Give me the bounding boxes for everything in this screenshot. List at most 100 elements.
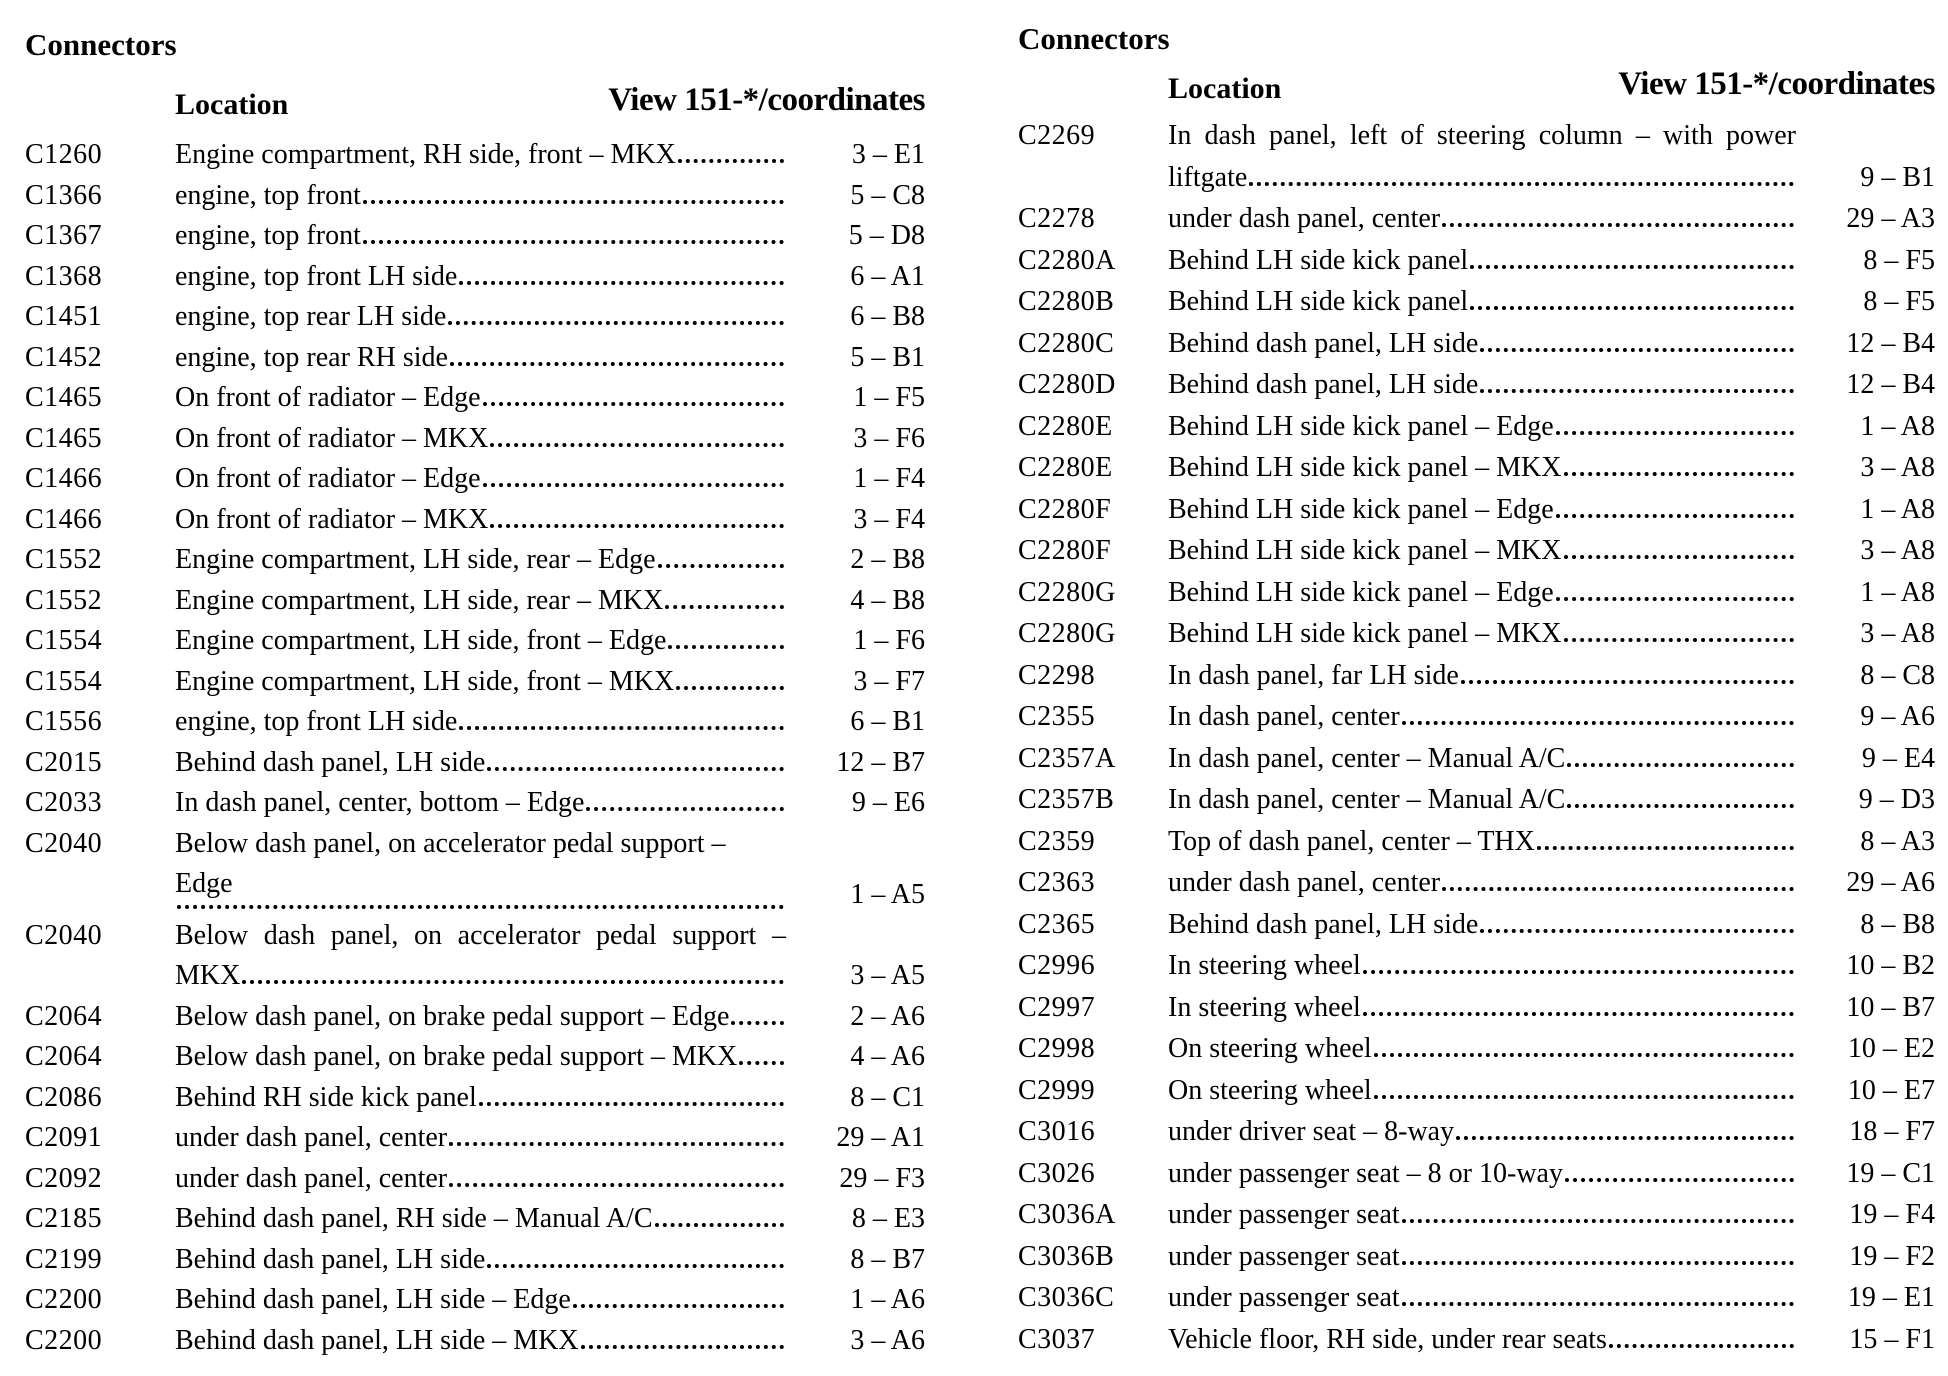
location-text: under dash panel, center	[175, 1122, 448, 1153]
location-text: Behind dash panel, LH side	[175, 1243, 486, 1275]
location-line: under dash panel, center	[175, 1159, 790, 1200]
location-text: In steering wheel	[1168, 950, 1361, 981]
connector-id: C2280E	[1018, 452, 1113, 483]
location-text: under passenger seat – 8 or 10-way	[1168, 1157, 1563, 1189]
location-text: Behind LH side kick panel – MKX	[1168, 618, 1562, 649]
location-line: Behind LH side kick panel – Edge	[1168, 572, 1800, 614]
connector-row: C1465 On front of radiator – Edge 1 – F5	[25, 378, 925, 419]
coordinate-value: 3 – F6	[853, 422, 925, 454]
connector-row: C3036A under passenger seat 19 – F4	[1018, 1194, 1935, 1236]
coordinate-value: 9 – A6	[1860, 701, 1935, 732]
connector-id: C2092	[25, 1162, 103, 1194]
location-text: On front of radiator – Edge	[175, 463, 481, 494]
location-text: Below dash panel, on accelerator pedal s…	[175, 919, 786, 951]
location-text: engine, top front	[175, 179, 361, 211]
location-line: On front of radiator – Edge	[175, 378, 790, 419]
connector-id: C2357A	[1018, 742, 1116, 774]
dot-leader	[1362, 1011, 1794, 1016]
connector-id: C2280F	[1018, 493, 1112, 525]
coordinate-value: 29 – A6	[1846, 867, 1935, 898]
connector-id: C1554	[25, 625, 103, 656]
dot-leader	[482, 483, 784, 487]
coordinate-value: 6 – A1	[850, 260, 925, 292]
location-text: under passenger seat	[1168, 1199, 1400, 1230]
coordinate-value: 19 – E1	[1847, 1282, 1935, 1313]
dot-leader	[487, 1263, 784, 1268]
coordinate-value: 10 – E7	[1847, 1074, 1935, 1106]
connector-id: C2033	[25, 787, 103, 818]
connector-row: C3026 under passenger seat – 8 or 10-way 1…	[1018, 1153, 1935, 1195]
location-line: under dash panel, center	[1168, 862, 1800, 904]
location-line: Engine compartment, LH side, rear – MKX	[175, 581, 790, 622]
dot-leader	[676, 685, 784, 690]
location-block: Below dash panel, on accelerator pedal s…	[175, 916, 790, 997]
connector-id: C1260	[25, 139, 103, 170]
connector-id: C1368	[25, 260, 103, 292]
location-text: engine, top front LH side	[175, 706, 458, 737]
dot-leader	[1401, 721, 1794, 725]
coordinate-value: 1 – F5	[853, 382, 925, 413]
location-line: Behind RH side kick panel	[175, 1078, 790, 1119]
connector-id: C1466	[25, 463, 103, 494]
connector-id: C2996	[1018, 950, 1096, 981]
location-text: In dash panel, center – Manual A/C	[1168, 742, 1566, 774]
location-text: Engine compartment, LH side, rear – Edge	[175, 544, 656, 575]
location-line: In dash panel, center – Manual A/C	[1168, 738, 1800, 780]
location-text: Behind dash panel, LH side	[175, 746, 486, 778]
coordinate-value: 8 – E3	[851, 1203, 925, 1234]
location-text: Behind RH side kick panel	[175, 1081, 477, 1113]
connector-row: C2280E Behind LH side kick panel – Edge 1 …	[1018, 406, 1935, 448]
dot-leader	[1373, 1053, 1794, 1057]
location-text: Below dash panel, on brake pedal support…	[175, 1041, 738, 1072]
coordinate-value: 1 – A8	[1860, 576, 1935, 608]
location-line: On steering wheel	[1168, 1028, 1800, 1070]
connector-row: C3016 under driver seat – 8-way 18 – F7	[1018, 1111, 1935, 1153]
location-line: Behind LH side kick panel	[1168, 240, 1800, 282]
location-line: Vehicle floor, RH side, under rear seats	[1168, 1319, 1800, 1361]
connector-row: C2200 Behind dash panel, LH side – Edge 1 …	[25, 1280, 925, 1321]
coordinate-value: 3 – E1	[851, 139, 925, 170]
coordinate-value: 12 – B4	[1846, 369, 1935, 400]
dot-leader	[1480, 347, 1794, 352]
coordinate-value: 9 – B1	[1860, 161, 1935, 193]
connector-id: C2997	[1018, 991, 1096, 1023]
dot-leader	[1536, 845, 1794, 850]
connector-id: C2280B	[1018, 286, 1115, 317]
dot-leader	[668, 645, 784, 649]
dot-leader	[1362, 970, 1794, 974]
location-text: In dash panel, left of steering column –…	[1168, 120, 1796, 151]
coordinate-value: 8 – C8	[1860, 659, 1935, 691]
dot-leader	[1555, 430, 1794, 435]
coordinate-value: 9 – E4	[1861, 742, 1935, 774]
connector-id: C1552	[25, 584, 103, 616]
location-line: Behind LH side kick panel – Edge	[1168, 406, 1800, 448]
location-line: Behind dash panel, LH side	[175, 743, 790, 784]
location-text: Behind LH side kick panel – MKX	[1168, 452, 1562, 483]
view-coordinates-column-header: View 151-*/coordinates	[1618, 66, 1935, 102]
connector-id: C2015	[25, 746, 103, 778]
connector-row: C2064 Below dash panel, on brake pedal su…	[25, 997, 925, 1038]
dot-leader	[242, 980, 784, 984]
coordinate-value: 3 – F7	[853, 665, 925, 697]
location-text: under dash panel, center	[1168, 203, 1441, 234]
location-line	[175, 904, 790, 916]
connector-id: C1554	[25, 665, 103, 697]
connector-row: C2091 under dash panel, center 29 – A1	[25, 1118, 925, 1159]
location-text: under passenger seat	[1168, 1240, 1400, 1272]
location-line: On front of radiator – Edge	[175, 459, 790, 500]
connector-row: C1466 On front of radiator – Edge 1 – F4	[25, 459, 925, 500]
section-title: Connectors	[25, 27, 177, 62]
connector-id: C2280G	[1018, 576, 1116, 608]
location-text: On front of radiator – MKX	[175, 503, 489, 535]
connector-row: C2355 In dash panel, center 9 – A6	[1018, 696, 1935, 738]
dot-leader	[449, 1142, 784, 1146]
connector-row: C1465 On front of radiator – MKX 3 – F6	[25, 419, 925, 460]
location-line: Behind LH side kick panel – MKX	[1168, 613, 1800, 655]
coordinate-value: 1 – A8	[1860, 493, 1935, 525]
connector-id: C1465	[25, 382, 103, 413]
dot-leader	[657, 564, 784, 568]
coordinate-value: 6 – B1	[850, 706, 925, 737]
location-line: under passenger seat – 8 or 10-way	[1168, 1153, 1800, 1195]
connector-id: C1366	[25, 179, 103, 211]
location-line: engine, top rear RH side	[175, 338, 790, 379]
